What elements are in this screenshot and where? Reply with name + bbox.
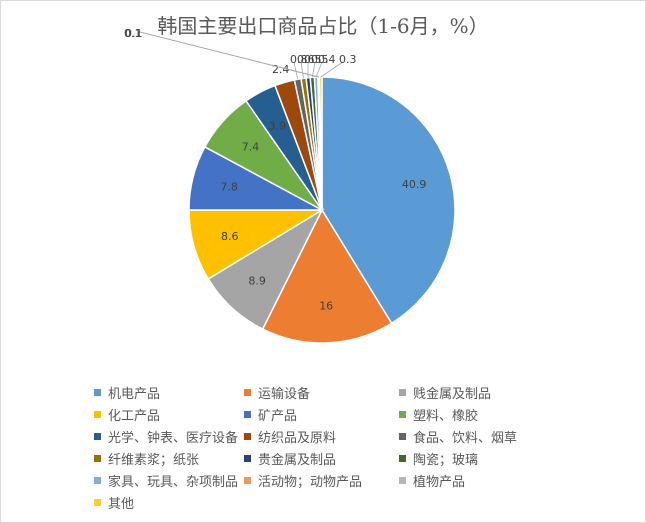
slice-data-label: 0.3 bbox=[339, 53, 357, 66]
slice-data-label: 7.4 bbox=[242, 140, 260, 153]
leader-line bbox=[293, 61, 299, 80]
slice-data-label: 0.6 bbox=[297, 53, 315, 66]
leader-line bbox=[136, 29, 320, 78]
slice-data-label: 7.8 bbox=[220, 181, 238, 194]
leader-line bbox=[320, 61, 344, 78]
slice-data-label: 0.1 bbox=[125, 27, 143, 40]
slice-data-label: 40.9 bbox=[402, 178, 427, 191]
slice-data-label: 0.5 bbox=[311, 53, 329, 66]
slice-data-label: 0.5 bbox=[304, 53, 322, 66]
pie-slice bbox=[261, 208, 393, 344]
chart-title: 韩国主要出口商品占比（1-6月，%） bbox=[157, 14, 489, 38]
leader-line bbox=[311, 61, 316, 78]
slice-data-label: 8.9 bbox=[248, 274, 266, 287]
slice-data-label: 0.8 bbox=[290, 53, 308, 66]
slice-data-label: 3.9 bbox=[269, 119, 287, 132]
slice-data-label: 8.6 bbox=[221, 230, 239, 243]
pie-slice bbox=[321, 76, 456, 325]
slice-data-label: 16 bbox=[319, 300, 333, 313]
leader-line bbox=[300, 61, 304, 79]
leader-line bbox=[315, 61, 323, 78]
slice-data-label: 0.4 bbox=[318, 53, 336, 66]
